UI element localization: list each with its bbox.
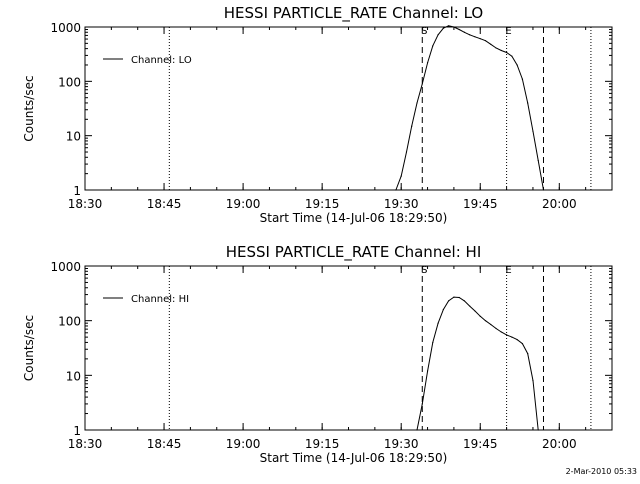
y-tick-label: 1000: [50, 260, 81, 274]
data-point: [479, 38, 481, 40]
data-point: [421, 83, 423, 85]
x-tick-label: 19:30: [384, 437, 419, 451]
data-point: [506, 334, 508, 336]
data-point: [484, 320, 487, 322]
y-tick-label: 1000: [50, 21, 81, 35]
x-tick-label: 19:30: [384, 197, 419, 211]
data-point: [495, 327, 497, 330]
data-point: [416, 429, 418, 431]
data-point: [490, 43, 492, 45]
data-point: [448, 300, 450, 302]
data-point: [411, 125, 413, 127]
x-tick-label: 18:45: [147, 437, 182, 451]
data-point: [490, 323, 492, 326]
data-point: [511, 336, 513, 338]
data-point: [453, 296, 455, 298]
data-point: [537, 429, 539, 431]
x-tick-label: 19:15: [305, 437, 340, 451]
chart-title: HESSI PARTICLE_RATE Channel: HI: [226, 243, 482, 262]
data-point: [500, 49, 502, 52]
legend-entry: Channel: LO: [131, 55, 192, 66]
plot-frame: [84, 265, 613, 431]
data-point: [479, 315, 481, 317]
marker-label-e: E: [505, 265, 511, 276]
data-point: [542, 189, 545, 191]
data-point: [521, 78, 524, 80]
data-point: [506, 51, 508, 54]
y-tick-label: 100: [58, 315, 81, 329]
data-point: [426, 62, 429, 64]
data-point: [432, 45, 434, 47]
data-point: [400, 175, 402, 177]
series-line-0: [395, 25, 544, 191]
y-tick-label: 100: [58, 75, 81, 89]
y-tick-label: 10: [66, 369, 81, 383]
data-point: [532, 130, 534, 132]
y-tick-label: 1: [73, 424, 81, 438]
marker-label-s: S: [421, 265, 427, 276]
y-tick-label: 10: [66, 130, 81, 144]
data-point: [432, 341, 434, 344]
data-point: [474, 36, 476, 38]
x-tick-label: 19:15: [305, 197, 340, 211]
data-point: [469, 305, 471, 307]
data-point: [511, 55, 513, 57]
y-tick-label: 1: [73, 184, 81, 198]
legend-entry: Channel: HI: [131, 294, 189, 305]
legend: Channel: HI: [103, 294, 189, 305]
legend: Channel: LO: [103, 55, 192, 66]
data-point: [532, 380, 534, 382]
data-point: [463, 31, 466, 33]
x-tick-label: 19:45: [463, 437, 498, 451]
data-point: [421, 403, 423, 405]
data-point: [448, 25, 450, 27]
data-point: [437, 34, 439, 36]
data-point: [442, 308, 444, 311]
x-tick-label: 19:00: [226, 437, 261, 451]
data-point: [395, 189, 397, 191]
data-point: [458, 296, 460, 299]
y-axis-label: Counts/sec: [22, 315, 36, 381]
data-point: [416, 102, 418, 104]
marker-label-s: S: [421, 26, 427, 37]
data-point: [527, 352, 529, 355]
data-point: [521, 343, 524, 345]
series-line-0: [416, 296, 539, 431]
chart-title: HESSI PARTICLE_RATE Channel: LO: [224, 4, 483, 23]
y-axis-label: Counts/sec: [22, 75, 36, 141]
data-point: [463, 300, 466, 302]
x-tick-label: 18:45: [147, 197, 182, 211]
panel-1: HESSI PARTICLE_RATE Channel: LO 18:30 18:4…: [22, 4, 613, 225]
data-point: [405, 151, 408, 153]
data-point: [426, 370, 429, 372]
data-point: [500, 331, 502, 333]
x-axis-label: Start Time (14-Jul-06 18:29:50): [260, 211, 448, 225]
data-point: [495, 47, 497, 49]
panel-2: HESSI PARTICLE_RATE Channel: HI 18:30 18:4…: [22, 243, 613, 465]
x-tick-label: 20:00: [542, 437, 577, 451]
data-point: [469, 34, 471, 36]
x-tick-label: 19:45: [463, 197, 498, 211]
data-point: [474, 310, 476, 312]
x-tick-label: 18:30: [68, 437, 103, 451]
data-point: [516, 64, 518, 66]
data-point: [484, 40, 487, 42]
data-point: [442, 27, 444, 29]
data-point: [537, 159, 539, 162]
data-point: [453, 26, 455, 28]
data-point: [527, 102, 529, 104]
marker-label-e: E: [505, 26, 511, 37]
x-axis-label: Start Time (14-Jul-06 18:29:50): [260, 451, 448, 465]
data-point: [516, 339, 518, 341]
data-point: [437, 322, 439, 324]
data-point: [458, 28, 460, 31]
plot-frame: [84, 26, 613, 191]
x-tick-label: 18:30: [68, 197, 103, 211]
footer-timestamp: 2-Mar-2010 05:33: [566, 467, 637, 476]
x-tick-label: 20:00: [542, 197, 577, 211]
x-tick-label: 19:00: [226, 197, 261, 211]
